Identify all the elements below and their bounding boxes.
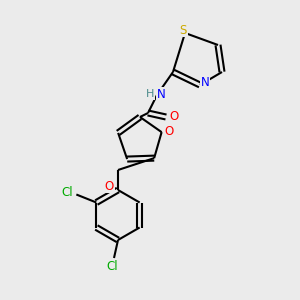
Text: O: O (104, 179, 114, 193)
Text: O: O (164, 124, 173, 138)
Text: Cl: Cl (61, 186, 73, 199)
Text: O: O (169, 110, 178, 124)
Text: N: N (201, 76, 209, 89)
Text: H: H (146, 89, 154, 99)
Text: Cl: Cl (106, 260, 118, 272)
Text: S: S (179, 23, 187, 37)
Text: N: N (157, 88, 165, 100)
